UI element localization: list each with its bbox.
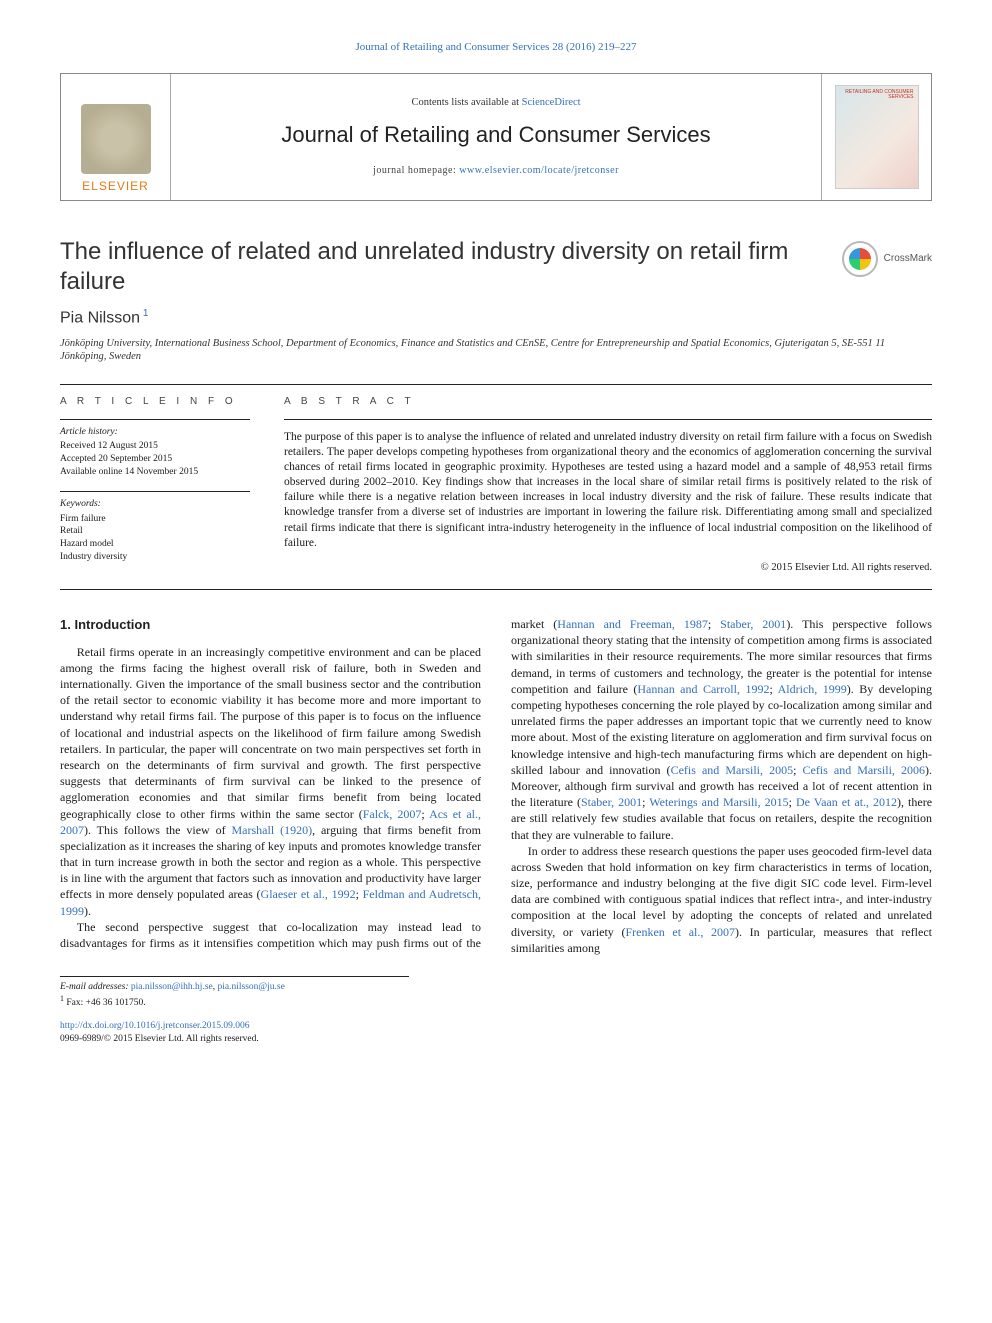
crossmark-badge-icon	[842, 241, 878, 277]
divider	[60, 384, 932, 385]
crossmark-label: CrossMark	[884, 252, 932, 266]
citation-link[interactable]: Marshall (1920)	[232, 823, 313, 837]
paper-title: The influence of related and unrelated i…	[60, 237, 826, 297]
journal-name: Journal of Retailing and Consumer Servic…	[281, 120, 710, 150]
keyword: Firm failure	[60, 513, 250, 526]
affiliation: Jönköping University, International Busi…	[60, 337, 932, 364]
cover-text: RETAILING AND CONSUMER SERVICES	[836, 90, 914, 101]
body-columns: 1. Introduction Retail firms operate in …	[60, 616, 932, 956]
keyword: Retail	[60, 525, 250, 538]
fax-value: +46 36 101750.	[86, 998, 146, 1008]
history-label: Article history:	[60, 426, 250, 439]
citation-link[interactable]: Cefis and Marsili, 2005	[671, 763, 794, 777]
article-info-col: A R T I C L E I N F O Article history: R…	[60, 395, 250, 575]
doi-block: http://dx.doi.org/10.1016/j.jretconser.2…	[60, 1020, 932, 1046]
history-line: Received 12 August 2015	[60, 440, 250, 453]
fax-label: Fax:	[66, 998, 85, 1008]
footnotes: E-mail addresses: pia.nilsson@ihh.hj.se,…	[60, 976, 409, 1010]
contents-line: Contents lists available at ScienceDirec…	[411, 96, 580, 110]
paragraph: In order to address these research quest…	[511, 843, 932, 956]
citation-link[interactable]: Hannan and Carroll, 1992	[637, 682, 769, 696]
history-line: Available online 14 November 2015	[60, 466, 250, 479]
citation-link[interactable]: De Vaan et at., 2012	[796, 795, 897, 809]
citation-link[interactable]: Hannan and Freeman, 1987	[557, 617, 708, 631]
citation-link[interactable]: Falck, 2007	[363, 807, 422, 821]
citation-link[interactable]: Aldrich, 1999	[778, 682, 847, 696]
citation-link[interactable]: Glaeser et al., 1992	[261, 887, 356, 901]
crossmark[interactable]: CrossMark	[842, 241, 932, 277]
history-line: Accepted 20 September 2015	[60, 453, 250, 466]
paragraph: Retail firms operate in an increasingly …	[60, 644, 481, 919]
masthead-center: Contents lists available at ScienceDirec…	[171, 74, 821, 200]
abstract-text: The purpose of this paper is to analyse …	[284, 430, 932, 551]
email-link[interactable]: pia.nilsson@ju.se	[218, 982, 285, 992]
authors: Pia Nilsson 1	[60, 307, 932, 329]
abstract-label: A B S T R A C T	[284, 395, 932, 409]
fax-line: 1 Fax: +46 36 101750.	[60, 994, 409, 1010]
keywords-label: Keywords:	[60, 498, 250, 511]
footnote-sup: 1	[60, 994, 64, 1003]
elsevier-tree-icon	[81, 104, 151, 174]
keywords-block: Keywords: Firm failure Retail Hazard mod…	[60, 491, 250, 564]
citation-link[interactable]: Staber, 2001	[581, 795, 642, 809]
journal-homepage-line: journal homepage: www.elsevier.com/locat…	[373, 164, 619, 178]
citation-link[interactable]: Frenken et al., 2007	[625, 925, 735, 939]
divider	[60, 589, 932, 590]
running-head: Journal of Retailing and Consumer Servic…	[60, 40, 932, 55]
author-affil-sup: 1	[140, 308, 148, 319]
abstract-col: A B S T R A C T The purpose of this pape…	[284, 395, 932, 575]
citation-link[interactable]: Staber, 2001	[720, 617, 786, 631]
contents-prefix: Contents lists available at	[411, 97, 521, 108]
section-heading: 1. Introduction	[60, 616, 481, 634]
copyright: © 2015 Elsevier Ltd. All rights reserved…	[284, 561, 932, 575]
meta-abstract-row: A R T I C L E I N F O Article history: R…	[60, 395, 932, 575]
doi-link[interactable]: http://dx.doi.org/10.1016/j.jretconser.2…	[60, 1021, 250, 1031]
running-head-link[interactable]: Journal of Retailing and Consumer Servic…	[355, 41, 636, 53]
journal-home-link[interactable]: www.elsevier.com/locate/jretconser	[459, 165, 619, 176]
issn-line: 0969-6989/© 2015 Elsevier Ltd. All right…	[60, 1034, 259, 1044]
journal-home-label: journal homepage:	[373, 165, 459, 176]
publisher-block: ELSEVIER	[61, 74, 171, 200]
author-name: Pia Nilsson	[60, 309, 140, 326]
email-line: E-mail addresses: pia.nilsson@ihh.hj.se,…	[60, 981, 409, 994]
title-row: The influence of related and unrelated i…	[60, 237, 932, 297]
sciencedirect-link[interactable]: ScienceDirect	[522, 97, 581, 108]
email-label: E-mail addresses:	[60, 982, 131, 992]
email-link[interactable]: pia.nilsson@ihh.hj.se	[131, 982, 213, 992]
history-block: Article history: Received 12 August 2015…	[60, 419, 250, 479]
cover-block: RETAILING AND CONSUMER SERVICES	[821, 74, 931, 200]
citation-link[interactable]: Weterings and Marsili, 2015	[649, 795, 788, 809]
masthead: ELSEVIER Contents lists available at Sci…	[60, 73, 932, 201]
journal-cover-icon: RETAILING AND CONSUMER SERVICES	[835, 85, 919, 189]
keyword: Hazard model	[60, 538, 250, 551]
publisher-label: ELSEVIER	[82, 178, 149, 194]
keyword: Industry diversity	[60, 551, 250, 564]
citation-link[interactable]: Cefis and Marsili, 2006	[802, 763, 925, 777]
article-info-label: A R T I C L E I N F O	[60, 395, 250, 409]
divider	[284, 419, 932, 420]
